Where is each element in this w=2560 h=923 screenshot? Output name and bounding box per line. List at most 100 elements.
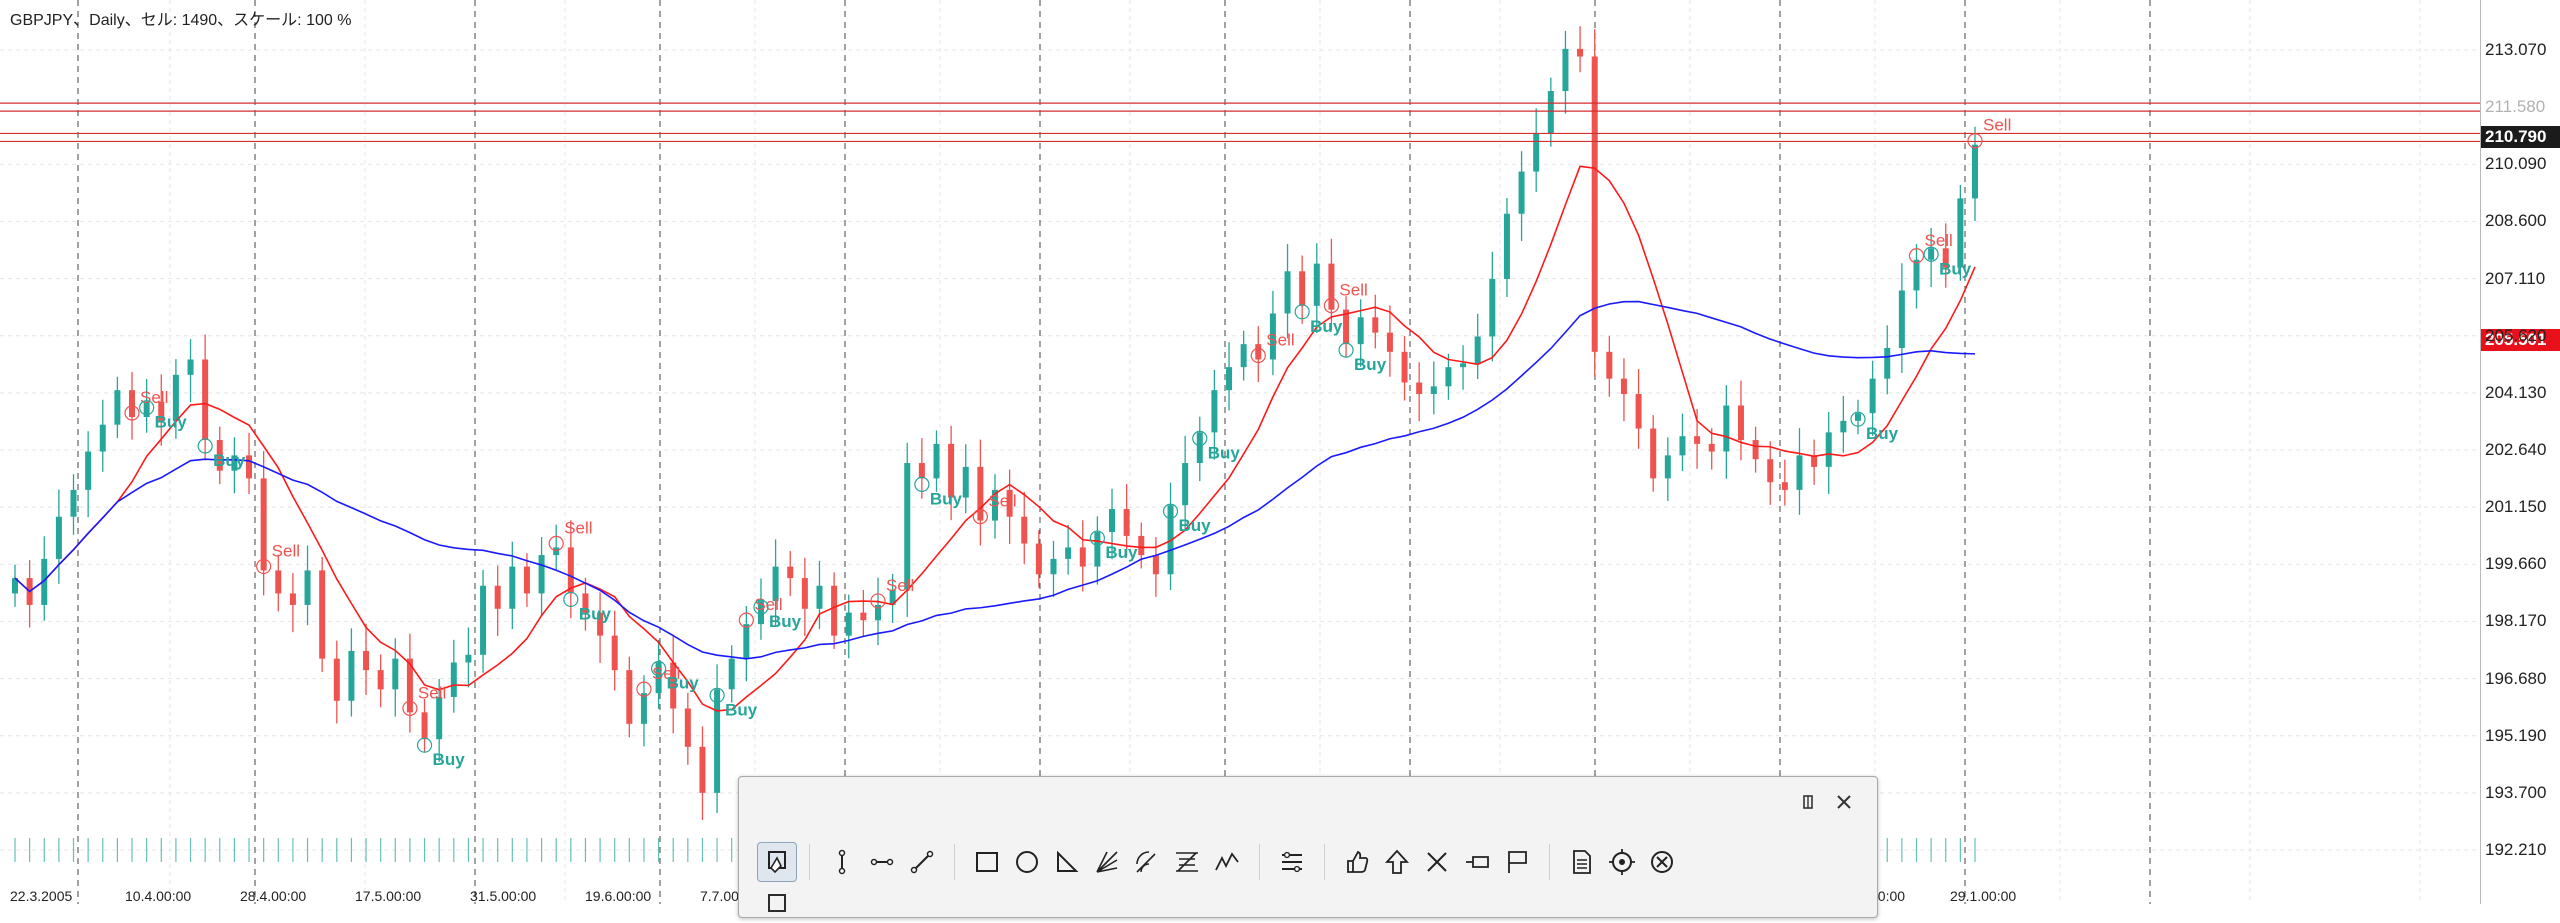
price-tick-label: 202.640 (2485, 440, 2547, 459)
price-scale[interactable]: 210.790 205.501 213.070 210.090 208.600 207… (2480, 0, 2560, 904)
buy-label: Buy (667, 673, 700, 692)
candle-body (1767, 459, 1774, 483)
close-icon[interactable] (1831, 789, 1857, 815)
price-tick-label: 201.150 (2485, 497, 2547, 517)
price-tick-label: 213.070 (2485, 40, 2547, 59)
target-icon[interactable] (1602, 842, 1642, 882)
candle-body (1694, 436, 1701, 444)
price-chart[interactable]: SellBuyBuySellSellBuySellBuySellBuyBuySe… (0, 0, 2480, 904)
candle-body (1109, 509, 1116, 533)
shape-tool-icon[interactable] (757, 883, 797, 923)
buy-label: Buy (155, 413, 188, 432)
sell-label: Sell (988, 492, 1016, 511)
trend-line-icon[interactable] (902, 842, 942, 882)
candle-body (143, 401, 150, 418)
candle-body (406, 658, 413, 713)
thumbs-up-icon[interactable] (1337, 842, 1377, 882)
candle-body (1372, 317, 1379, 333)
candle-body (831, 585, 838, 636)
date-tick-label: 31.5.00:00 (470, 888, 537, 904)
candle-body (465, 654, 472, 663)
candle-body (1094, 532, 1101, 567)
signal-marker (1323, 298, 1340, 314)
toolbar-separator (1549, 844, 1550, 880)
elliott-wave-icon[interactable] (1207, 842, 1247, 882)
candle-body (1430, 386, 1437, 395)
buy-label: Buy (1939, 259, 1972, 278)
candle-body (55, 516, 62, 559)
candle-body (772, 566, 779, 602)
candle-body (172, 374, 179, 421)
flag-icon[interactable] (1497, 842, 1537, 882)
candle-body (567, 547, 574, 594)
price-tick-label: 208.600 (2485, 211, 2547, 231)
gann-fan-icon[interactable] (1087, 842, 1127, 882)
signal-marker (914, 476, 930, 492)
candle-body (275, 570, 282, 594)
candle-body (1182, 463, 1189, 506)
candle-body (904, 463, 911, 590)
candle-body (1299, 271, 1306, 306)
cross-icon[interactable] (1417, 842, 1457, 882)
drawing-toolbar[interactable] (738, 776, 1878, 918)
candle-body (319, 570, 326, 659)
date-tick-label: 29.1.00:00 (1950, 888, 2017, 904)
horizontal-line-icon[interactable] (862, 842, 902, 882)
candle-body (538, 555, 545, 594)
candle-body (1489, 278, 1496, 337)
candle-body (933, 443, 940, 479)
candle-body (129, 390, 136, 418)
select-edit-icon[interactable] (757, 842, 797, 882)
sell-label: Sell (1983, 116, 2011, 135)
date-tick-label: 00:00 (1870, 888, 1906, 904)
buy-label: Buy (1208, 443, 1241, 462)
hidden-price-tick: 211.580 (2485, 97, 2546, 117)
price-tick-label: 198.170 (2485, 611, 2547, 631)
candle-body (1152, 555, 1159, 575)
triangle-icon[interactable] (1047, 842, 1087, 882)
date-tick-label: 17.5.00:00 (355, 888, 422, 904)
arrow-up-icon[interactable] (1377, 842, 1417, 882)
candle-body (1445, 367, 1452, 387)
rectangle-icon[interactable] (967, 842, 1007, 882)
candle-body (1284, 271, 1291, 314)
candle-body (874, 604, 881, 621)
sell-label: Sell (272, 541, 300, 560)
candle-body (1035, 543, 1042, 575)
candle-body (699, 746, 706, 793)
no-entry-icon[interactable] (1642, 842, 1682, 882)
candle-body (1562, 48, 1569, 92)
candle-body (1928, 248, 1935, 260)
signal-marker (1338, 342, 1354, 358)
toolbar-row-1 (757, 837, 1682, 887)
text-doc-icon[interactable] (1562, 842, 1602, 882)
candle-body (1123, 509, 1130, 536)
candle-body (363, 650, 370, 671)
candle-body (1679, 436, 1686, 456)
candle-body (714, 689, 721, 793)
candle-body (260, 478, 267, 571)
pin-icon[interactable] (1795, 789, 1821, 815)
candle-body (597, 612, 604, 636)
buy-label: Buy (769, 612, 802, 631)
candle-body (743, 624, 750, 659)
fibo-retracement-icon[interactable] (1167, 842, 1207, 882)
vertical-line-icon[interactable] (822, 842, 862, 882)
candle-body (1913, 259, 1920, 291)
ma-price-tag: 205.501 (2481, 329, 2560, 352)
ellipse-icon[interactable] (1007, 842, 1047, 882)
fibo-arc-icon[interactable] (1127, 842, 1167, 882)
sell-label: Sell (418, 683, 446, 702)
channel-tool-icon[interactable] (1272, 842, 1312, 882)
candle-body (626, 670, 633, 724)
candle-body (1708, 443, 1715, 452)
candle-body (1474, 336, 1481, 364)
candle-body (757, 601, 764, 625)
candle-body (655, 662, 662, 694)
candle-body (1416, 382, 1423, 395)
price-tick-label: 204.130 (2485, 382, 2547, 402)
chart-area[interactable]: Sell Buy Buy Sell Sell Buy Sell Buy Sell Buy Buy Se… (0, 0, 2480, 904)
candle-body (348, 650, 355, 701)
candle-body (70, 489, 77, 517)
price-label-icon[interactable] (1457, 842, 1497, 882)
